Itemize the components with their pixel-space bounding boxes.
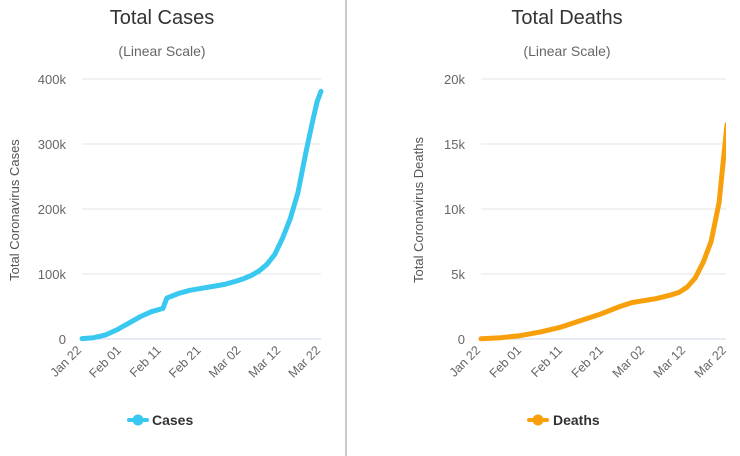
x-tick-label: Feb 21 [569, 343, 606, 380]
y-tick-label: 200k [38, 202, 67, 217]
x-tick-label: Mar 22 [286, 343, 323, 380]
y-tick-label: 20k [444, 72, 465, 87]
deaths-chart-panel: Total Deaths (Linear Scale) Total Corona… [381, 0, 726, 456]
x-tick-label: Feb 11 [127, 343, 164, 380]
legend[interactable]: Cases [127, 412, 193, 428]
legend-marker[interactable] [132, 414, 144, 426]
x-tick-label: Feb 11 [528, 343, 565, 380]
chart-title: Total Cases [110, 7, 215, 29]
y-tick-label: 0 [59, 332, 66, 347]
x-tick-label: Feb 21 [166, 343, 203, 380]
series-line-deaths[interactable] [478, 122, 726, 342]
x-tick-label: Mar 02 [610, 343, 647, 380]
y-tick-label: 15k [444, 137, 465, 152]
y-tick-label: 5k [451, 267, 465, 282]
deaths-chart: Total Deaths (Linear Scale) Total Corona… [411, 7, 726, 428]
x-tick-label: Mar 22 [692, 343, 726, 380]
legend-label[interactable]: Deaths [553, 412, 600, 428]
legend[interactable]: Deaths [527, 412, 600, 428]
legend-marker[interactable] [532, 414, 544, 426]
chart-title: Total Deaths [511, 7, 622, 29]
panel-divider [345, 0, 347, 456]
chart-subtitle: (Linear Scale) [523, 43, 610, 59]
y-tick-label: 10k [444, 202, 465, 217]
x-tick-label: Jan 22 [48, 343, 84, 379]
x-tick-label: Mar 02 [206, 343, 243, 380]
chart-subtitle: (Linear Scale) [118, 43, 205, 59]
legend-label[interactable]: Cases [152, 412, 193, 428]
x-tick-label: Jan 22 [447, 343, 483, 379]
x-tick-label: Feb 01 [487, 343, 524, 380]
y-axis-label: Total Coronavirus Deaths [411, 137, 426, 283]
x-tick-label: Feb 01 [87, 343, 124, 380]
series-line-cases[interactable] [79, 88, 324, 342]
cases-chart-panel: Total Cases (Linear Scale) Total Coronav… [0, 0, 345, 456]
y-tick-label: 300k [38, 137, 67, 152]
x-tick-label: Mar 12 [246, 343, 283, 380]
x-tick-label: Mar 12 [651, 343, 688, 380]
y-tick-label: 0 [458, 332, 465, 347]
y-axis-label: Total Coronavirus Cases [7, 139, 22, 281]
y-tick-label: 100k [38, 267, 67, 282]
cases-chart: Total Cases (Linear Scale) Total Coronav… [7, 7, 324, 428]
y-tick-label: 400k [38, 72, 67, 87]
